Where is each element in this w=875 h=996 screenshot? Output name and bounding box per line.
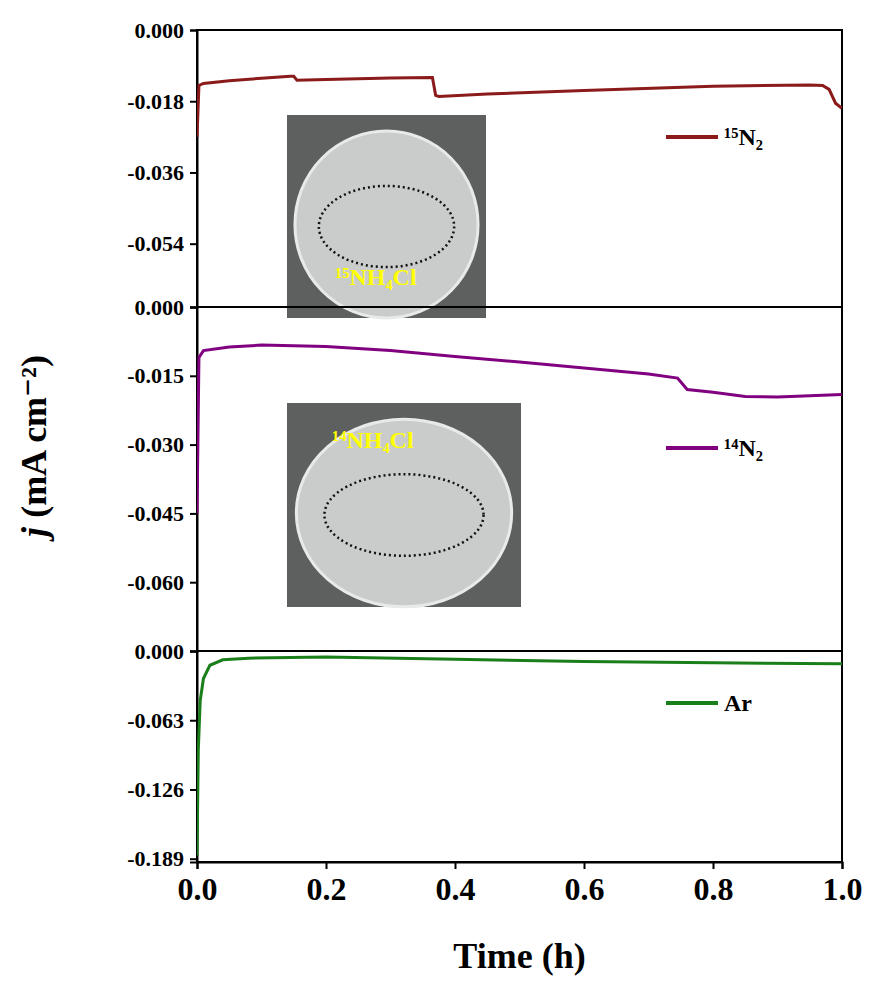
x-tick-mark [455,862,457,869]
legend: ¹⁴N₂ [666,435,763,461]
inset-background [287,403,521,607]
panel: 0.000 -0.015 -0.030 -0.045 -0.060 [127,295,842,652]
y-tick-label: -0.060 [127,570,184,595]
y-axis-line [190,31,198,308]
y-tick-label: -0.030 [127,432,184,457]
x-tick-label: 0.4 [436,871,476,907]
y-tick-label: -0.018 [127,89,184,114]
x-tick-label: 0.8 [694,871,734,907]
x-axis: 0.0 0.2 0.4 0.6 0.8 1.0 [178,862,863,907]
y-tick-label: -0.015 [127,363,184,388]
line [197,657,842,855]
legend: ¹⁵N₂ [666,124,763,150]
y-tick-mark [190,858,197,860]
y-tick-label: -0.126 [127,777,184,802]
legend-label: ¹⁵N₂ [724,124,763,150]
y-tick-mark [190,444,197,446]
x-tick-mark [842,862,844,869]
y-tick: -0.036 [127,160,197,185]
legend-label: Ar [724,690,752,716]
x-tick: 1.0 [823,862,863,907]
deposit-outline [319,186,454,267]
y-tick: -0.018 [127,89,197,114]
y-tick-mark [190,582,197,584]
inset-label: ¹⁴NH₄Cl [332,427,414,453]
inset-background [287,115,486,318]
x-axis-line [198,863,843,870]
legend-swatch [666,701,718,705]
x-tick-mark [197,862,199,869]
panel: 0.000 -0.063 -0.126 -0.1890.0 0.2 0.4 0.6 0.8 1.… [127,639,862,907]
x-tick-label: 0.6 [565,871,605,907]
y-tick: -0.126 [127,777,197,802]
y-axis-line [190,652,198,863]
y-tick-mark [190,720,197,722]
legend-label: ¹⁴N₂ [724,435,763,461]
y-tick: -0.045 [127,501,197,526]
x-tick-label: 0.0 [178,871,218,907]
y-tick-mark [190,375,197,377]
y-axis: 0.000 -0.063 -0.126 -0.189 [127,639,197,872]
inset-photo [287,115,486,318]
legend-swatch [666,135,718,139]
y-tick: 0.000 [135,639,198,664]
y-tick-label: -0.054 [127,231,184,256]
x-tick-label: 1.0 [823,871,863,907]
x-tick: 0.8 [694,862,734,907]
y-tick: -0.060 [127,570,197,595]
y-axis: 0.000 -0.018 -0.036 -0.054 [127,18,197,308]
y-tick-mark [190,513,197,515]
y-tick-label: 0.000 [135,639,185,664]
y-tick: -0.015 [127,363,197,388]
y-tick-mark [190,651,197,653]
flask [295,131,478,318]
y-axis-line [190,308,198,652]
x-tick: 0.6 [565,862,605,907]
deposit-outline [324,474,483,556]
chart: 0.000 -0.018 -0.036 -0.054 ¹⁵NH₄Cl ¹⁵N₂ 0.000 -… [0,0,875,996]
flask [296,419,511,607]
plot-frame [197,651,842,862]
y-tick-label: -0.045 [127,501,184,526]
inset-photo [287,403,521,607]
plot-frame [197,307,842,651]
x-tick-mark [326,862,328,869]
y-tick-mark [190,307,197,309]
x-tick-label: 0.2 [307,871,347,907]
y-tick-mark [190,30,197,32]
x-axis-title: Time (h) [453,936,585,976]
y-tick-mark [190,243,197,245]
y-axis-title: j (mA cm⁻²) [14,355,54,542]
y-tick: -0.063 [127,708,197,733]
y-tick: 0.000 [135,18,198,43]
x-tick: 0.2 [307,862,347,907]
y-tick-label: -0.063 [127,708,184,733]
y-tick: -0.054 [127,231,197,256]
y-tick-label: -0.036 [127,160,184,185]
y-tick: 0.000 [135,295,198,320]
y-tick-mark [190,172,197,174]
y-tick-mark [190,789,197,791]
x-tick: 0.4 [436,862,476,907]
y-tick-label: -0.189 [127,846,184,871]
y-tick: -0.189 [127,846,197,871]
y-tick-label: 0.000 [135,18,185,43]
x-tick-mark [713,862,715,869]
y-axis: 0.000 -0.015 -0.030 -0.045 -0.060 [127,295,197,652]
marks [197,657,842,855]
y-tick-mark [190,101,197,103]
y-tick-label: 0.000 [135,295,185,320]
inset-label: ¹⁵NH₄Cl [335,264,417,290]
x-tick-mark [584,862,586,869]
y-tick: -0.030 [127,432,197,457]
legend: Ar [666,690,752,716]
x-tick: 0.0 [178,862,218,907]
legend-swatch [666,446,718,450]
